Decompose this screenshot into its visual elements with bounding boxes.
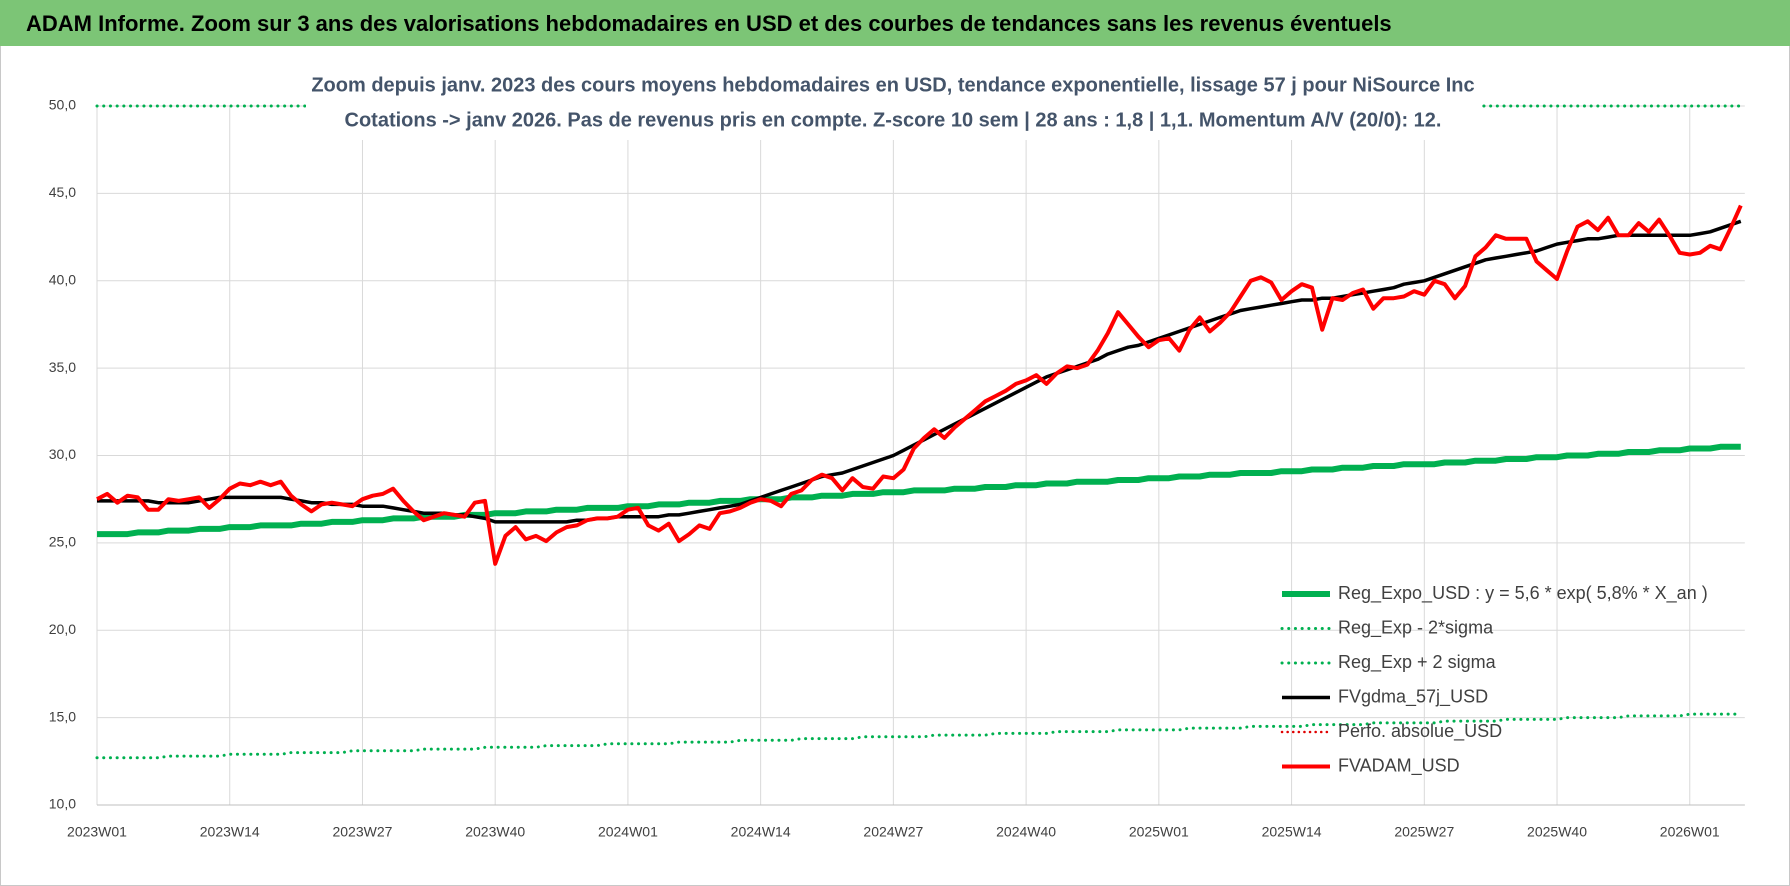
legend-label: Reg_Expo_USD : y = 5,6 * exp( 5,8% * X_a…	[1338, 583, 1708, 604]
y-tick-label: 40,0	[49, 271, 76, 287]
y-tick-label: 10,0	[49, 796, 76, 812]
legend-label: FVADAM_USD	[1338, 755, 1460, 776]
x-tick-label: 2024W01	[598, 824, 658, 840]
legend-label: Reg_Exp - 2*sigma	[1338, 617, 1494, 638]
x-tick-label: 2025W27	[1394, 824, 1454, 840]
x-tick-label: 2023W01	[67, 824, 127, 840]
header-band	[0, 0, 1790, 46]
series-line	[97, 443, 1741, 538]
legend-label: Perfo. absolue_USD	[1338, 721, 1502, 742]
x-tick-label: 2023W27	[332, 824, 392, 840]
x-tick-label: 2024W14	[731, 824, 791, 840]
x-tick-label: 2023W14	[200, 824, 260, 840]
legend-label: Reg_Exp + 2 sigma	[1338, 652, 1497, 673]
y-tick-label: 35,0	[49, 359, 76, 375]
x-tick-label: 2023W40	[465, 824, 525, 840]
x-tick-label: 2024W40	[996, 824, 1056, 840]
y-tick-label: 45,0	[49, 184, 76, 200]
y-tick-label: 25,0	[49, 534, 76, 550]
y-tick-label: 20,0	[49, 621, 76, 637]
x-tick-label: 2024W27	[863, 824, 923, 840]
x-tick-label: 2026W01	[1660, 824, 1720, 840]
x-tick-label: 2025W14	[1262, 824, 1322, 840]
x-tick-label: 2025W40	[1527, 824, 1587, 840]
header-title: ADAM Informe. Zoom sur 3 ans des valoris…	[26, 11, 1392, 36]
series-line	[95, 712, 1743, 760]
chart-title: Zoom depuis janv. 2023 des cours moyens …	[311, 74, 1474, 96]
series-line	[96, 204, 1743, 566]
y-tick-label: 15,0	[49, 708, 76, 724]
x-tick-label: 2025W01	[1129, 824, 1189, 840]
y-tick-label: 30,0	[49, 446, 76, 462]
title-backing	[306, 68, 1482, 140]
y-tick-label: 50,0	[49, 97, 76, 113]
chart-title: Cotations -> janv 2026. Pas de revenus p…	[345, 109, 1442, 131]
legend-label: FVgdma_57j_USD	[1338, 686, 1488, 707]
